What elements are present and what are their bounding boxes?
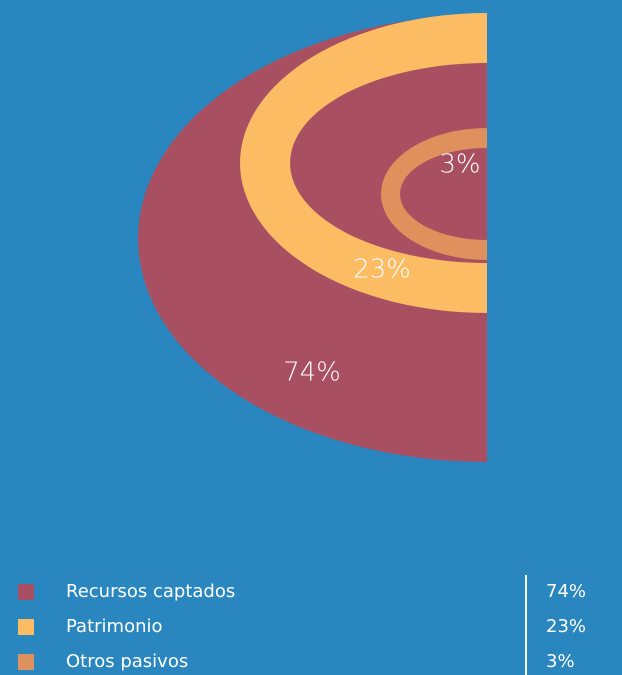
- legend-value: 74%: [546, 581, 586, 602]
- arc-segment: [240, 13, 487, 313]
- legend-label: Otros pasivos: [66, 651, 188, 672]
- data-label: 74%: [283, 358, 341, 388]
- legend-swatch: [18, 584, 34, 600]
- legend-swatch: [18, 619, 34, 635]
- data-label: 23%: [353, 255, 411, 285]
- data-label: 3%: [439, 150, 480, 180]
- legend-value: 23%: [546, 616, 586, 637]
- legend-value: 3%: [546, 651, 575, 672]
- legend-swatch: [18, 654, 34, 670]
- legend-label: Recursos captados: [66, 581, 235, 602]
- legend-label: Patrimonio: [66, 616, 163, 637]
- arc-segment: [381, 128, 487, 260]
